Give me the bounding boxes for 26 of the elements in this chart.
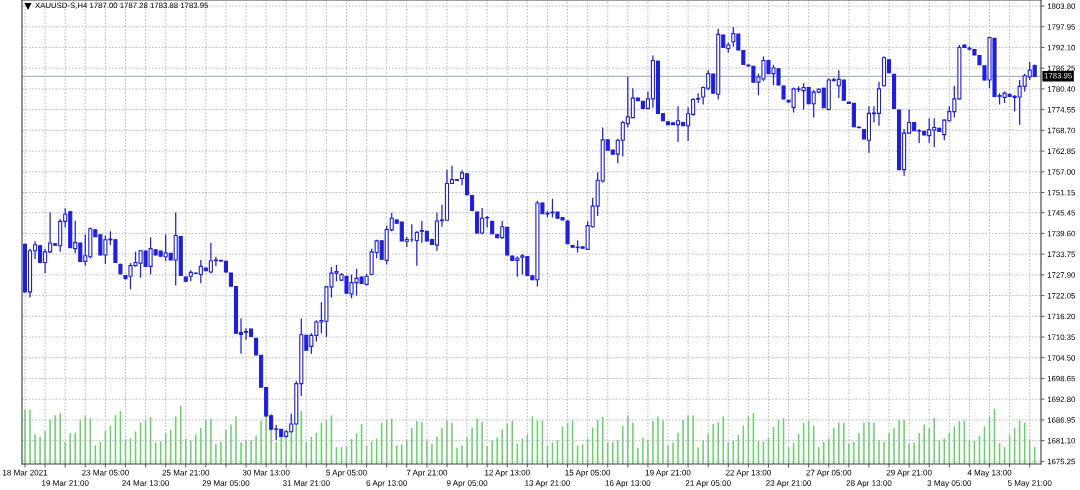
x-tick-label: 4 May 13:00 [967,469,1012,478]
x-tick-label: 19 Mar 21:00 [42,480,89,486]
x-tick-label: 7 Apr 21:00 [406,469,448,478]
x-tick-label: 18 Mar 2021 [3,469,48,476]
x-tick-label: 13 Apr 21:00 [525,480,570,488]
x-tick-label: 5 May 21:00 [1007,480,1052,488]
x-tick-label: 3 May 05:00 [927,480,972,488]
x-tick-label: 22 Apr 13:00 [725,469,771,478]
x-tick-label: 28 Apr 13:00 [846,480,892,488]
x-tick-label: 6 Apr 13:00 [366,480,407,488]
x-tick-label: 24 Mar 13:00 [122,480,169,486]
x-tick-label: 12 Apr 13:00 [485,469,530,478]
x-tick-label: 16 Apr 13:00 [605,480,651,488]
x-tick-label: 23 Apr 21:00 [766,480,812,488]
x-tick-label: 19 Apr 21:00 [645,469,691,478]
x-tick-label: 25 Mar 21:00 [162,469,210,476]
x-tick-label: 29 Mar 05:00 [202,480,250,486]
x-tick-label: 31 Mar 21:00 [282,480,330,486]
x-tick-label: 5 Apr 05:00 [326,469,367,478]
x-tick-label: 30 Mar 13:00 [242,469,290,476]
x-tick-label: 21 Apr 05:00 [685,480,731,488]
x-tick-label: 23 Mar 05:00 [82,469,129,476]
x-tick-label: 9 Apr 05:00 [446,480,488,488]
x-tick-label: 15 Apr 05:00 [565,469,611,478]
x-tick-label: 27 Apr 05:00 [806,469,852,478]
x-tick-label: 29 Apr 21:00 [886,469,932,478]
